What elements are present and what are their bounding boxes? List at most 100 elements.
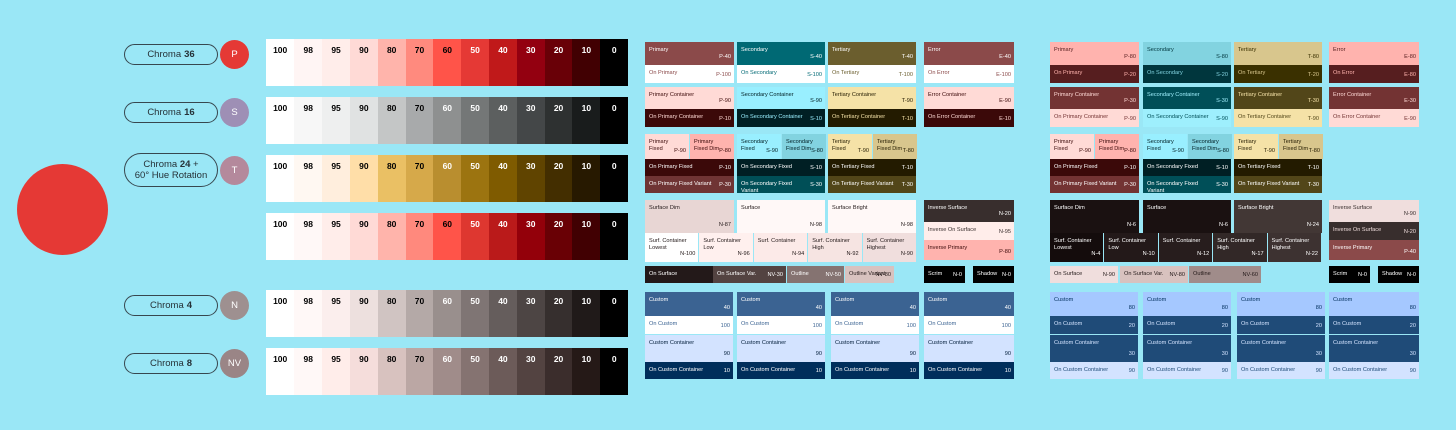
role-name: Tertiary Container [832,92,877,98]
role-name: Inverse Surface [1333,205,1373,211]
tone-swatch: 100 [266,39,295,86]
role-tone: N-0 [1001,272,1011,278]
role-tone: E-30 [1404,98,1416,104]
custom-color-tile: On Custom Container 90 [1329,362,1419,379]
custom-color-tile: On Custom 100 [737,316,825,334]
role-tone: P-80 [719,148,731,154]
role-tone: P-90 [1079,148,1091,154]
role-name: On Secondary Fixed Variant [741,181,792,193]
role-tone: P-80 [1124,148,1136,154]
tone-swatch: 0 [600,290,629,337]
fixed-tile: Secondary Fixed Dim S-80 [1188,134,1232,159]
color-role-tile: Primary Container P-90 [645,87,734,109]
role-name: On Secondary Fixed [741,164,792,170]
role-tone: N-0 [952,272,962,278]
role-tone: S-100 [807,72,822,78]
custom-color-tile: Custom 80 [1237,292,1325,316]
color-role-tile: Secondary S-40 [737,42,825,65]
tonal-palette-t: 100 98 95 90 80 70 60 50 40 30 20 10 0 [266,155,629,202]
chroma-value: 16 [184,107,195,118]
tonal-palette-n: 100 98 95 90 80 70 60 50 40 30 20 10 0 [266,290,629,337]
color-role-tile: On Primary P-100 [645,65,734,83]
role-tone: P-30 [1124,182,1136,188]
custom-color-tile: Custom Container 90 [831,335,919,362]
color-role-tile: Inverse On Surface N-95 [924,222,1014,240]
tone-swatch: 95 [322,348,350,395]
tone-swatch: 100 [266,290,295,337]
tone-swatch: 20 [544,348,573,395]
role-name: Surf. Container Highest [1271,238,1310,251]
tone-swatch: 100 [266,97,295,144]
tone-swatch: 20 [544,213,573,260]
surface-container-tile: Surf. Container Lowest N-4 [1050,233,1104,262]
palette-key-n: N [220,291,249,320]
color-role-tile: Scrim N-0 [924,266,965,283]
role-tone: S-10 [810,165,822,171]
tone-swatch: 90 [349,213,378,260]
role-tone: S-90 [766,148,778,154]
role-name: On Secondary [1147,70,1183,76]
role-name: Custom Container [835,340,881,346]
role-name: Surf. Container High [812,238,850,251]
role-name: Surf. Container High [1217,238,1255,251]
role-name: Primary Fixed Dim [1099,139,1125,152]
role-tone: P-30 [1124,98,1136,104]
tone-swatch: 90 [349,290,378,337]
role-name: Custom [928,297,948,303]
role-name: Inverse Surface [928,205,968,211]
role-tone: 10 [1004,368,1011,374]
fixed-tile: Primary Fixed Dim P-80 [690,134,734,159]
role-name: Surf. Container Low [1108,238,1147,251]
role-tone: 90 [909,351,916,357]
color-role-tile: On Secondary Container S-10 [737,109,825,127]
role-name: Error Container [928,92,967,98]
role-name: On Custom Container [928,367,983,373]
color-role-tile: On Tertiary Fixed T-10 [1234,159,1322,176]
role-name: Surf. Container Low [703,238,742,251]
role-name: On Error [928,70,950,76]
color-role-tile: On Primary Container P-90 [1050,109,1139,127]
role-tone: N-10 [1142,251,1155,257]
role-name: On Secondary Fixed [1147,164,1198,170]
role-tone: 20 [1409,323,1416,329]
custom-color-tile: Custom Container 90 [645,335,733,362]
role-name: On Secondary Container [1147,114,1209,120]
tone-swatch: 10 [572,155,601,202]
role-tone: E-90 [999,98,1011,104]
role-name: Surface Dim [1054,205,1085,211]
role-tone: T-90 [1307,116,1319,122]
role-tone: 10 [909,368,916,374]
fixed-tile: Tertiary Fixed T-90 [828,134,872,159]
tonal-palette-p: 100 98 95 90 80 70 60 50 40 30 20 10 0 [266,39,629,86]
role-tone: T-40 [901,54,913,60]
role-tone: S-30 [1216,98,1228,104]
role-name: On Tertiary Fixed Variant [1238,181,1300,187]
role-tone: N-6 [1218,222,1228,228]
surface-container-tile: Surf. Container Highest N-22 [1267,233,1321,262]
custom-color-tile: Custom 40 [737,292,825,316]
color-role-tile: On Secondary Fixed Variant S-30 [737,176,825,193]
role-tone: N-6 [1126,222,1136,228]
chroma-label-s: Chroma 16 [124,102,218,123]
tone-swatch: 0 [600,213,629,260]
role-name: Error Container [1333,92,1372,98]
role-name: Custom [1333,297,1353,303]
tone-swatch: 20 [544,155,573,202]
role-name: On Primary Fixed [649,164,693,170]
role-name: On Error [1333,70,1355,76]
role-tone: S-80 [1217,148,1229,154]
color-role-tile: Surface Bright N-98 [828,200,916,233]
color-role-tile: On Error E-80 [1329,65,1419,83]
role-tone: 100 [720,323,730,329]
tone-swatch: 100 [266,213,295,260]
role-tone: S-40 [810,54,822,60]
tone-swatch: 98 [294,155,323,202]
tone-swatch: 30 [516,348,545,395]
tone-swatch: 40 [489,39,517,86]
tone-swatch: 40 [489,348,517,395]
tonal-palette-s: 100 98 95 90 80 70 60 50 40 30 20 10 0 [266,97,629,144]
role-tone: NV-50 [825,272,841,278]
role-tone: E-80 [1404,54,1416,60]
palette-key-s: S [220,98,249,127]
surface-container-tile: Surf. Container High N-92 [808,233,862,262]
